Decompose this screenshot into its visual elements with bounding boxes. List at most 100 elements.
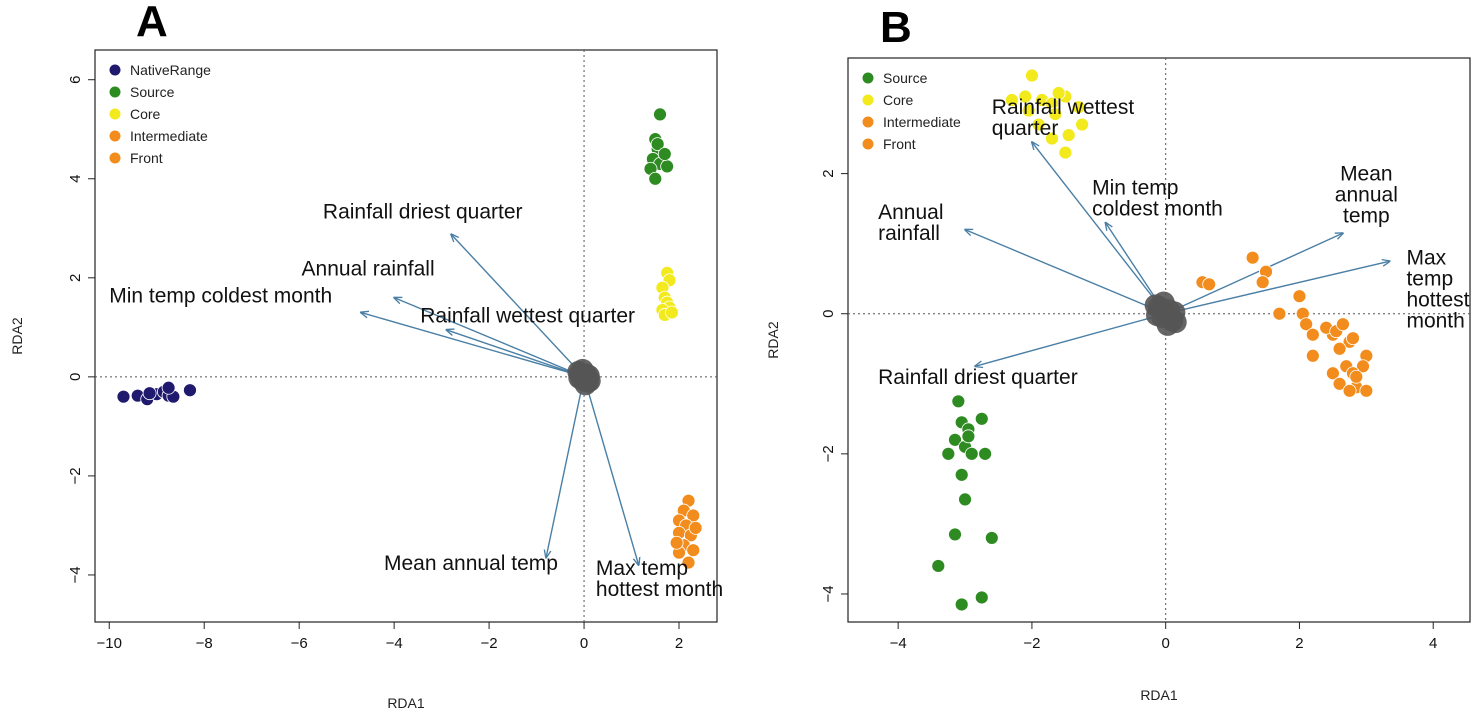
data-point [1058,145,1073,160]
series-front [1329,317,1360,346]
data-point [974,590,989,605]
centroid-point [1164,311,1187,334]
env-label-min-temp-coldest-month: Min temp coldest month [109,285,332,308]
legend: Source Core Intermediate Front [862,70,961,152]
env-arrow-max-temp-hottest-month [1165,261,1390,315]
x-tick-label: −2 [481,635,498,652]
legend-swatch [862,94,874,106]
legend-label: Front [130,150,163,166]
data-point [1025,68,1039,83]
env-arrow-rainfall-driest-quarter [975,313,1166,367]
env-label-min-temp-coldest-month: Min temp coldest month [1092,177,1223,221]
data-point [958,492,972,507]
x-tick-label: −8 [196,635,213,652]
data-point [142,386,157,401]
env-arrow-annual-rainfall [394,298,585,378]
env-arrow-rainfall-driest-quarter [451,234,585,378]
data-point [1202,277,1217,292]
data-point [961,429,976,444]
y-tick-label: 2 [820,169,837,177]
x-tick-label: 4 [1429,635,1437,652]
data-point [657,147,672,161]
series-core [1004,68,1089,160]
panel-b-letter: B [880,3,912,52]
y-tick-label: −2 [67,467,84,484]
rda-plot-a: −10 −8 −6 −4 −2 0 2 −4 −2 0 2 4 6 RDA1 RDA2 Rainfall dr… [9,49,723,711]
data-point [964,446,979,461]
centroid-point [567,360,590,383]
x-tick-label: −4 [386,635,403,652]
data-point [1255,275,1270,290]
series-center [567,358,601,396]
x-tick-label: −6 [291,635,308,652]
y-axis-label: RDA2 [765,321,781,359]
x-tick-label: −2 [1023,635,1040,652]
data-point [1051,86,1066,100]
data-point [660,159,675,174]
legend: NativeRange Source Core Intermediate Front [109,62,211,166]
data-point [1336,317,1350,332]
env-label-mean-annual-temp: Mean annual temp [384,552,558,575]
env-arrow-rainfall-wettest-quarter [1032,142,1167,315]
series-core [655,265,679,322]
data-point [1048,107,1063,121]
env-label-rainfall-wettest-quarter: Rainfall wettest quarter [992,96,1135,140]
legend-label: Intermediate [883,114,961,130]
data-point [1299,317,1314,332]
env-arrow-mean-annual-temp [1165,233,1343,315]
legend-label: Intermediate [130,128,208,144]
data-point [688,521,703,535]
x-tick-label: −4 [890,635,907,652]
data-point [681,555,696,570]
data-point [951,394,966,409]
series-center [1144,291,1187,336]
data-point [1325,366,1340,381]
env-label-max-temp-hottest-month: Max temp hottest month [1406,247,1469,333]
env-arrow-rainfall-wettest-quarter [446,330,585,378]
plot-frame [94,49,718,623]
data-point [1349,369,1364,384]
data-point [650,137,665,151]
plot-frame [847,57,1471,623]
env-label-mean-annual-temp: Mean annual temp [1335,163,1398,228]
data-point [954,467,969,482]
y-tick-label: 4 [67,175,84,183]
x-tick-label: 0 [580,635,588,652]
data-point [1305,348,1320,363]
legend-swatch [109,86,121,98]
y-tick-label: 6 [67,76,84,84]
x-axis-label: RDA1 [1140,687,1178,703]
data-point [931,559,946,573]
data-point [1359,383,1374,398]
y-tick-label: −4 [67,566,84,583]
data-point [954,597,969,612]
data-point [1272,306,1287,321]
data-point [1071,100,1086,114]
data-point [669,535,684,550]
env-arrow-annual-rainfall [965,230,1166,315]
data-point [978,446,993,461]
panel-a-letter: A [136,0,168,46]
env-label-annual-rainfall: Annual rainfall [302,257,435,280]
series-nativerange [116,380,197,407]
centroid-point [1144,294,1167,317]
data-point [1045,131,1059,146]
data-point [1004,93,1019,107]
data-point [653,107,667,122]
data-point [1021,103,1036,118]
legend-swatch [862,72,874,84]
x-tick-label: −10 [97,635,122,652]
y-tick-label: 0 [67,373,84,381]
env-arrow-min-temp-coldest-month [361,312,585,378]
series-source [643,107,675,186]
rda-plot-b: −4 −2 0 2 4 −4 −2 0 2 RDA1 RDA2 Rainfall wettest qua… [765,57,1471,703]
data-point [941,446,956,461]
env-label-rainfall-driest-quarter: Rainfall driest quarter [323,200,523,223]
env-label-max-temp-hottest-month: Max temp hottest month [596,557,723,601]
env-label-annual-rainfall: Annual rainfall [878,201,943,245]
x-tick-label: 2 [675,635,683,652]
legend-label: Core [130,106,161,122]
data-point [1332,376,1347,391]
data-point [116,389,131,404]
